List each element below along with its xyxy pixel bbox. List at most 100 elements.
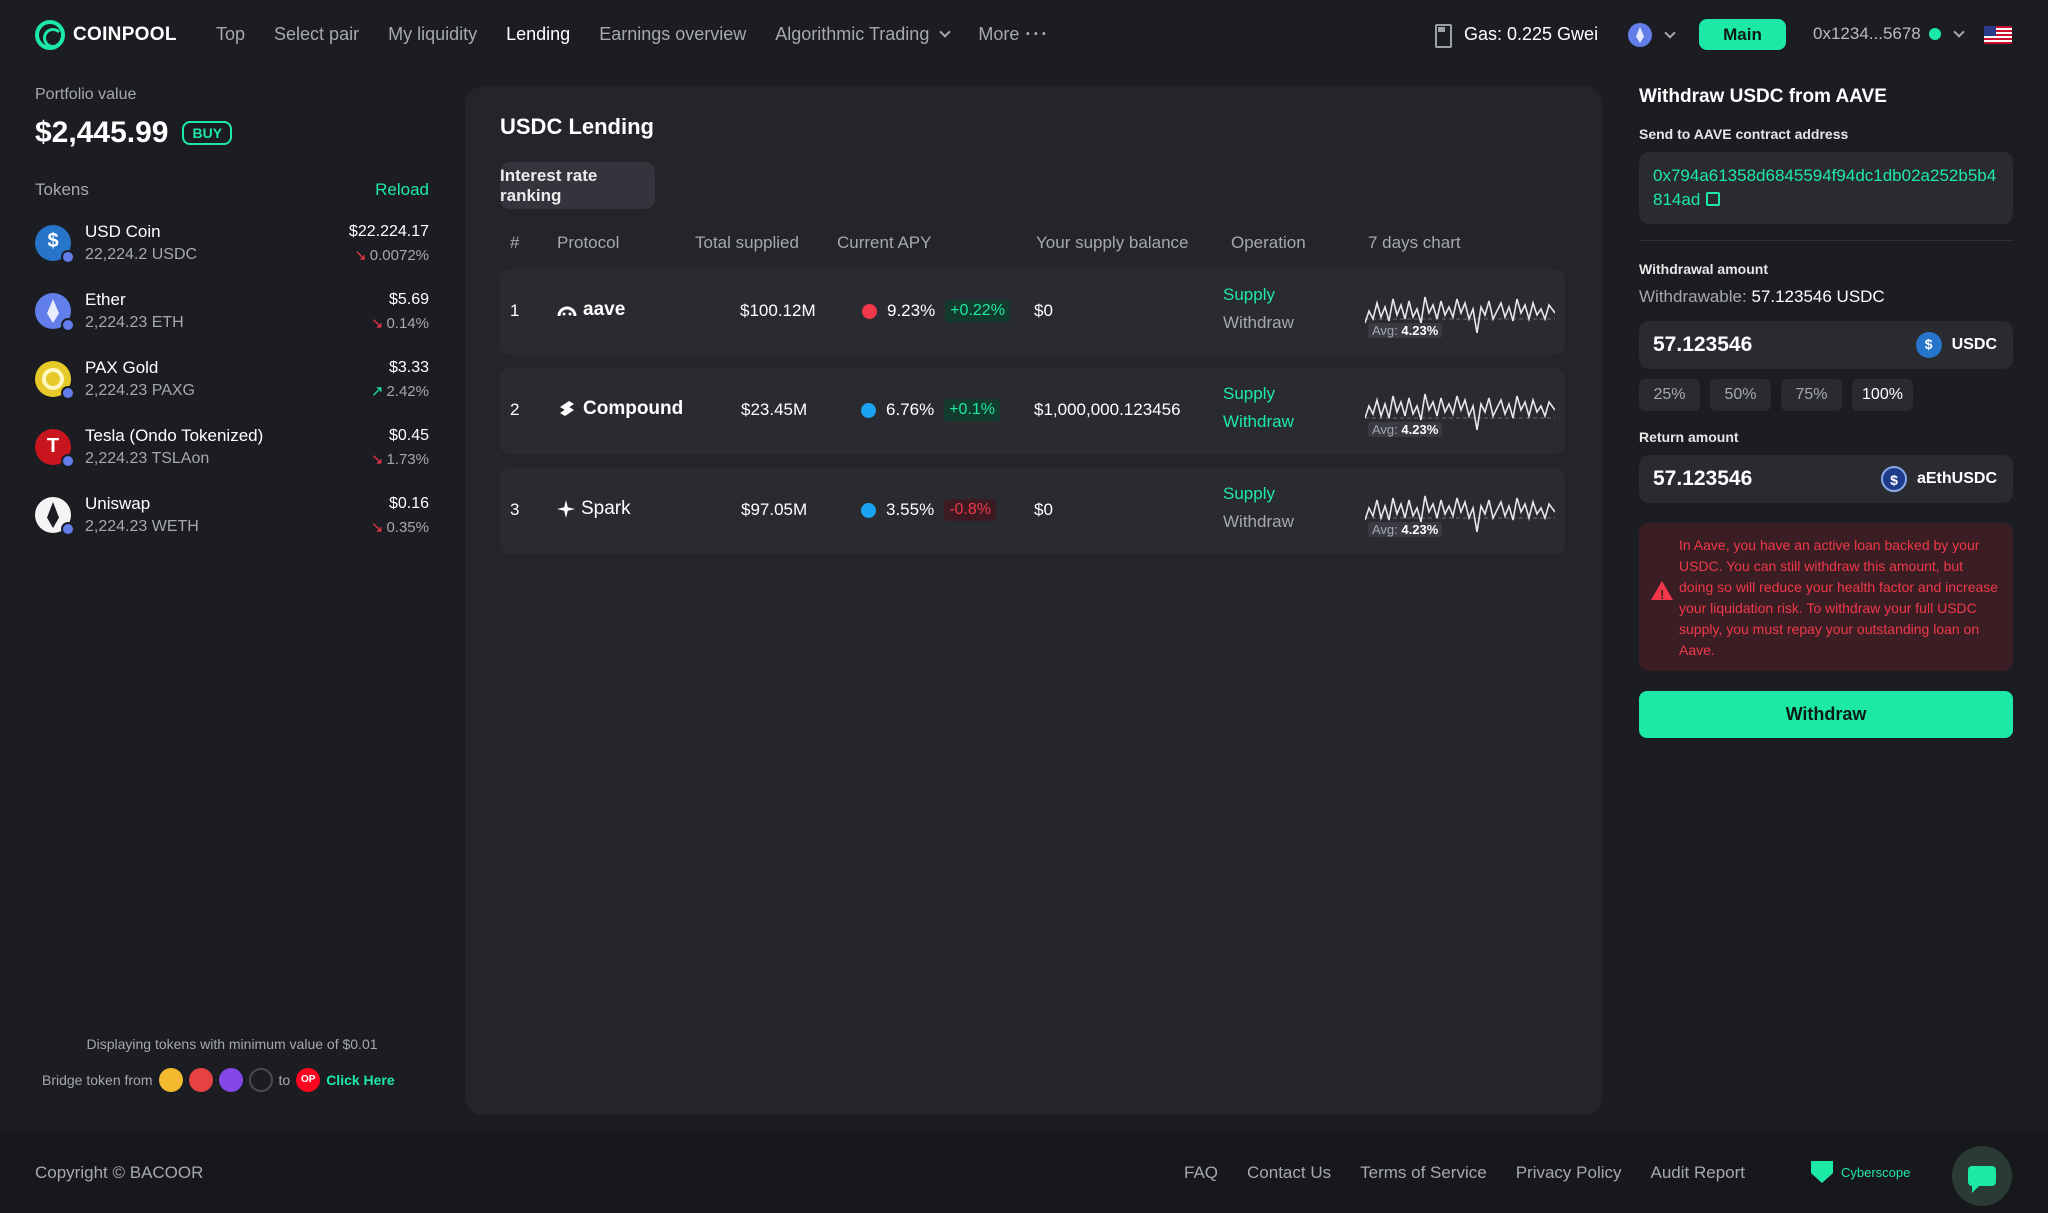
cyberscope-badge[interactable]: Cyberscope <box>1811 1161 1910 1183</box>
col-current-apy: Current APY <box>837 233 932 252</box>
footer: Copyright © BACOOR FAQ Contact Us Terms … <box>0 1131 2048 1213</box>
reload-button[interactable]: Reload <box>375 180 429 199</box>
nav-earnings-overview[interactable]: Earnings overview <box>599 24 747 44</box>
footer-link-terms[interactable]: Terms of Service <box>1360 1163 1487 1182</box>
withdraw-button[interactable]: Withdraw <box>1639 691 2013 738</box>
network-main-button[interactable]: Main <box>1699 19 1786 50</box>
nav-lending[interactable]: Lending <box>506 24 571 44</box>
protocol-name: Compound <box>583 398 684 419</box>
footer-link-privacy[interactable]: Privacy Policy <box>1515 1163 1622 1182</box>
apy-change-badge: +0.1% <box>944 399 1001 421</box>
logo[interactable]: COINPOOL <box>35 20 177 50</box>
lending-title: USDC Lending <box>500 114 654 139</box>
token-name: Uniswap <box>85 494 151 513</box>
buy-button[interactable]: BUY <box>182 121 233 145</box>
tesla-icon <box>35 429 75 468</box>
pct-75-button[interactable]: 75% <box>1781 379 1842 411</box>
wallet-address: 0x1234...5678 <box>1813 24 1921 43</box>
apy-status-dot <box>861 502 876 518</box>
token-usd: $0.16 <box>388 494 429 512</box>
usdc-icon <box>35 225 75 264</box>
pct-50-button[interactable]: 50% <box>1710 379 1771 411</box>
token-row-eth[interactable]: Ether 2,224.23 ETH $5.69 ↘ 0.14% <box>35 286 429 336</box>
bridge-to: to <box>278 1072 291 1088</box>
table-row: 2 Compound $23.45M 6.76% +0.1% $1,000,00… <box>500 368 1565 454</box>
nav-more[interactable]: More ··· <box>978 24 1049 45</box>
contract-address-box[interactable]: 0x794a61358d6845594f94dc1db02a252b5b4814… <box>1639 152 2013 224</box>
chevron-down-icon <box>1953 25 1965 38</box>
chat-icon <box>1968 1166 1996 1186</box>
withdraw-link[interactable]: Withdraw <box>1223 313 1294 332</box>
us-flag-icon[interactable] <box>1984 26 2012 44</box>
nav-select-pair[interactable]: Select pair <box>274 24 360 44</box>
apy-value: 3.55% <box>886 500 935 519</box>
withdrawal-amount-field[interactable]: USDC <box>1639 321 2013 369</box>
token-amount: 22,224.2 USDC <box>85 246 198 263</box>
nav-my-liquidity[interactable]: My liquidity <box>388 24 478 44</box>
avg-value: 4.23% <box>1401 323 1439 338</box>
operation-cell: Supply Withdraw <box>1223 484 1294 532</box>
chevron-down-icon <box>1664 26 1676 39</box>
gas-text: Gas: 0.225 Gwei <box>1464 23 1599 44</box>
chain-badge-icon <box>61 250 75 264</box>
amount-unit: USDC <box>1915 332 1997 358</box>
bnb-chain-icon <box>158 1068 183 1092</box>
external-link-icon[interactable] <box>1706 192 1721 206</box>
withdraw-link[interactable]: Withdraw <box>1223 512 1294 531</box>
tab-interest-rate-ranking[interactable]: Interest rate ranking <box>500 162 655 209</box>
wallet-selector[interactable]: 0x1234...5678 <box>1813 24 1965 44</box>
nav-algorithmic-trading[interactable]: Algorithmic Trading <box>775 24 952 45</box>
pct-25-button[interactable]: 25% <box>1639 379 1700 411</box>
ethereum-icon <box>1628 23 1652 47</box>
chain-badge-icon <box>61 386 75 400</box>
pct-100-button[interactable]: 100% <box>1852 379 1913 411</box>
apy-status-dot <box>861 402 876 418</box>
warning-icon <box>1651 581 1673 605</box>
avg-label: Avg: <box>1372 323 1398 338</box>
token-name: USD Coin <box>85 222 161 241</box>
avg-label: Avg: <box>1372 522 1398 537</box>
supply-link[interactable]: Supply <box>1223 384 1275 403</box>
table-row: 3 Spark $97.05M 3.55% -0.8% $0 Supply Wi… <box>500 468 1565 554</box>
footer-link-audit[interactable]: Audit Report <box>1650 1163 1746 1182</box>
supply-balance: $0 <box>1034 500 1053 519</box>
bridge-click-here-link[interactable]: Click Here <box>326 1072 395 1088</box>
supply-link[interactable]: Supply <box>1223 285 1275 304</box>
row-rank: 3 <box>510 500 520 519</box>
avg-badge: Avg: 4.23% <box>1368 323 1443 338</box>
eth-icon <box>35 293 75 332</box>
gas-indicator: Gas: 0.225 Gwei <box>1434 22 1599 48</box>
nav-algorithmic-trading-label: Algorithmic Trading <box>775 24 930 44</box>
portfolio-value: $2,445.99 <box>35 116 169 149</box>
warning-text: In Aave, you have an active loan backed … <box>1679 537 1999 658</box>
nav-top[interactable]: Top <box>216 24 246 44</box>
col-rank: # <box>510 233 520 252</box>
aave-logo-icon <box>557 306 577 317</box>
current-apy: 9.23% +0.22% <box>862 300 1010 322</box>
avg-value: 4.23% <box>1401 522 1439 537</box>
footer-link-faq[interactable]: FAQ <box>1184 1163 1219 1182</box>
footer-link-contact[interactable]: Contact Us <box>1247 1163 1332 1182</box>
withdrawable-value: 57.123546 USDC <box>1751 287 1885 306</box>
token-change: 0.14% <box>386 314 429 332</box>
apy-status-dot <box>862 303 877 319</box>
return-unit-label: aEthUSDC <box>1916 470 1997 487</box>
token-row-tesla[interactable]: Tesla (Ondo Tokenized) 2,224.23 TSLAon $… <box>35 422 429 472</box>
token-row-uniswap[interactable]: Uniswap 2,224.23 WETH $0.16 ↘ 0.35% <box>35 490 429 540</box>
withdrawal-amount-input[interactable] <box>1653 333 1853 357</box>
supply-link[interactable]: Supply <box>1223 484 1275 503</box>
percent-selector: 25% 50% 75% 100% <box>1639 379 2013 411</box>
token-row-paxg[interactable]: PAX Gold 2,224.23 PAXG $3.33 ↗ 2.42% <box>35 354 429 404</box>
support-chat-button[interactable] <box>1952 1146 2012 1206</box>
gas-pump-icon <box>1434 22 1454 48</box>
apy-change-badge: +0.22% <box>945 300 1010 322</box>
chain-selector[interactable] <box>1628 23 1676 47</box>
withdraw-link[interactable]: Withdraw <box>1223 412 1294 431</box>
logo-text: COINPOOL <box>73 24 177 45</box>
arrow-up-icon: ↗ <box>370 382 384 400</box>
top-header: COINPOOL Top Select pair My liquidity Le… <box>0 0 2048 70</box>
token-row-usdc[interactable]: USD Coin 22,224.2 USDC $22.224.17 ↘0.007… <box>35 218 429 268</box>
token-change: 1.73% <box>386 450 429 468</box>
portfolio-label: Portfolio value <box>35 86 137 103</box>
supply-balance: $1,000,000.123456 <box>1034 400 1181 419</box>
